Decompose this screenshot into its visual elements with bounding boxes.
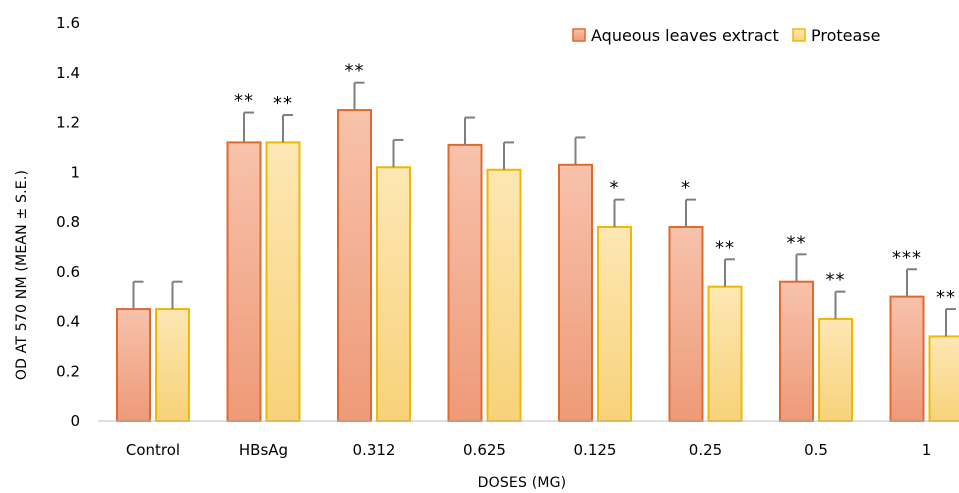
y-axis-title: OD AT 570 NM (MEAN ± S.E.) <box>14 170 30 380</box>
significance-marker: * <box>681 178 691 199</box>
bar-protease <box>155 308 190 422</box>
significance-marker: ** <box>273 93 293 114</box>
bar-protease <box>928 335 959 422</box>
x-axis-title: DOSES (MG) <box>478 475 567 491</box>
y-tick-label: 1.4 <box>56 64 80 82</box>
bar-protease <box>818 318 853 423</box>
significance-marker: ** <box>936 287 956 308</box>
x-tick-label: 0.25 <box>689 441 722 459</box>
y-tick-label: 0.2 <box>56 362 80 380</box>
significance-marker: * <box>610 178 620 199</box>
legend-label: Aqueous leaves extract <box>591 26 779 45</box>
y-tick-label: 0.6 <box>56 263 80 281</box>
bar-protease <box>486 168 522 422</box>
legend-swatch <box>792 28 806 42</box>
bar-aqueous-extract <box>889 295 925 422</box>
legend-swatch <box>572 28 586 42</box>
x-tick-label: 1 <box>922 441 932 459</box>
x-axis-ticks: Control HBsAg 0.312 0.625 0.125 0.25 0.5 1 <box>126 441 931 459</box>
x-tick-label: 0.125 <box>574 441 617 459</box>
significance-marker: ** <box>234 91 254 112</box>
bars: ** ***** *** ********* <box>116 61 959 423</box>
bar-aqueous-extract <box>668 225 704 422</box>
bar-protease <box>265 141 301 422</box>
bar-aqueous-extract <box>558 163 593 422</box>
y-tick-label: 0.4 <box>56 313 80 331</box>
bar-aqueous-extract <box>226 141 262 422</box>
bar-aqueous-extract <box>116 308 151 422</box>
x-tick-label: Control <box>126 441 180 459</box>
legend-label: Protease <box>811 26 880 45</box>
x-tick-label: 0.5 <box>804 441 828 459</box>
x-tick-label: 0.312 <box>353 441 396 459</box>
y-axis-ticks: 0 0.2 0.4 0.6 0.8 1 1.2 1.4 1.6 <box>56 14 80 430</box>
y-tick-label: 0 <box>70 412 80 430</box>
bar-protease <box>376 166 411 422</box>
y-tick-label: 1.6 <box>56 14 80 32</box>
y-tick-label: 1.2 <box>56 114 80 132</box>
bar-aqueous-extract <box>337 109 372 422</box>
bar-protease <box>707 285 743 422</box>
significance-marker: ** <box>345 61 365 82</box>
significance-marker: *** <box>892 247 922 268</box>
y-tick-label: 0.8 <box>56 213 80 231</box>
bar-aqueous-extract <box>779 280 814 423</box>
bar-aqueous-extract <box>447 143 483 422</box>
significance-marker: ** <box>787 232 807 253</box>
bar-protease <box>597 225 632 422</box>
x-tick-label: 0.625 <box>463 441 506 459</box>
legend: Aqueous leaves extract Protease <box>572 26 880 45</box>
significance-marker: ** <box>826 270 846 291</box>
x-tick-label: HBsAg <box>239 441 288 459</box>
y-tick-label: 1 <box>70 163 80 181</box>
significance-marker: ** <box>715 237 735 258</box>
